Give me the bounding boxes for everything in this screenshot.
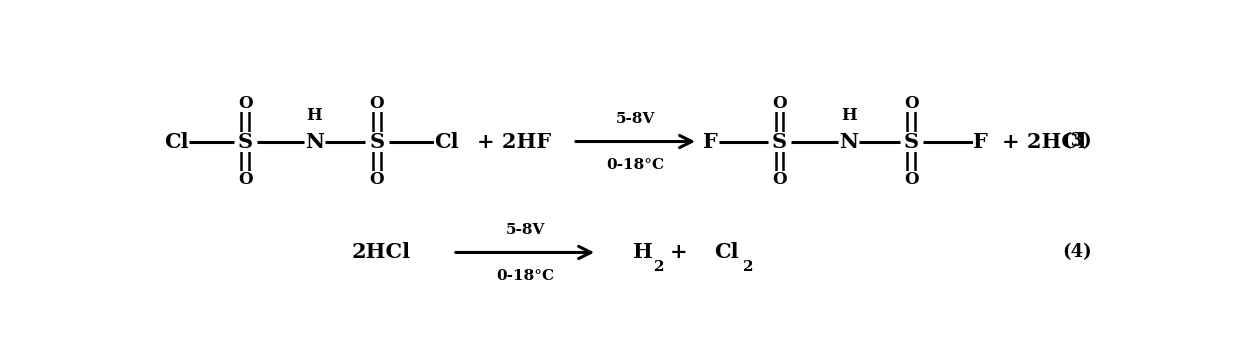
Text: + 2HF: + 2HF (477, 131, 551, 152)
Text: S: S (238, 131, 253, 152)
Text: N: N (305, 131, 324, 152)
Text: Cl: Cl (164, 131, 188, 152)
Text: O: O (773, 95, 787, 112)
Text: O: O (370, 95, 384, 112)
Text: S: S (773, 131, 787, 152)
Text: O: O (238, 95, 253, 112)
Text: 5-8V: 5-8V (616, 112, 655, 126)
Text: 0-18°C: 0-18°C (606, 158, 665, 172)
Text: O: O (238, 171, 253, 188)
Text: 0-18°C: 0-18°C (496, 269, 554, 283)
Text: Cl: Cl (434, 131, 459, 152)
Text: + 2HCl: + 2HCl (1002, 131, 1086, 152)
Text: 2HCl: 2HCl (351, 243, 410, 262)
Text: N: N (839, 131, 858, 152)
Text: 2: 2 (743, 260, 754, 274)
Text: O: O (370, 171, 384, 188)
Text: S: S (904, 131, 919, 152)
Text: (3): (3) (1063, 132, 1092, 151)
Text: H: H (841, 107, 857, 123)
Text: H: H (306, 107, 322, 123)
Text: F: F (973, 131, 988, 152)
Text: +: + (670, 243, 687, 262)
Text: 2: 2 (653, 260, 665, 274)
Text: (4): (4) (1063, 244, 1092, 261)
Text: O: O (904, 95, 919, 112)
Text: 5-8V: 5-8V (505, 223, 544, 237)
Text: S: S (370, 131, 384, 152)
Text: O: O (904, 171, 919, 188)
Text: Cl: Cl (714, 243, 739, 262)
Text: H: H (632, 243, 652, 262)
Text: F: F (703, 131, 718, 152)
Text: O: O (773, 171, 787, 188)
